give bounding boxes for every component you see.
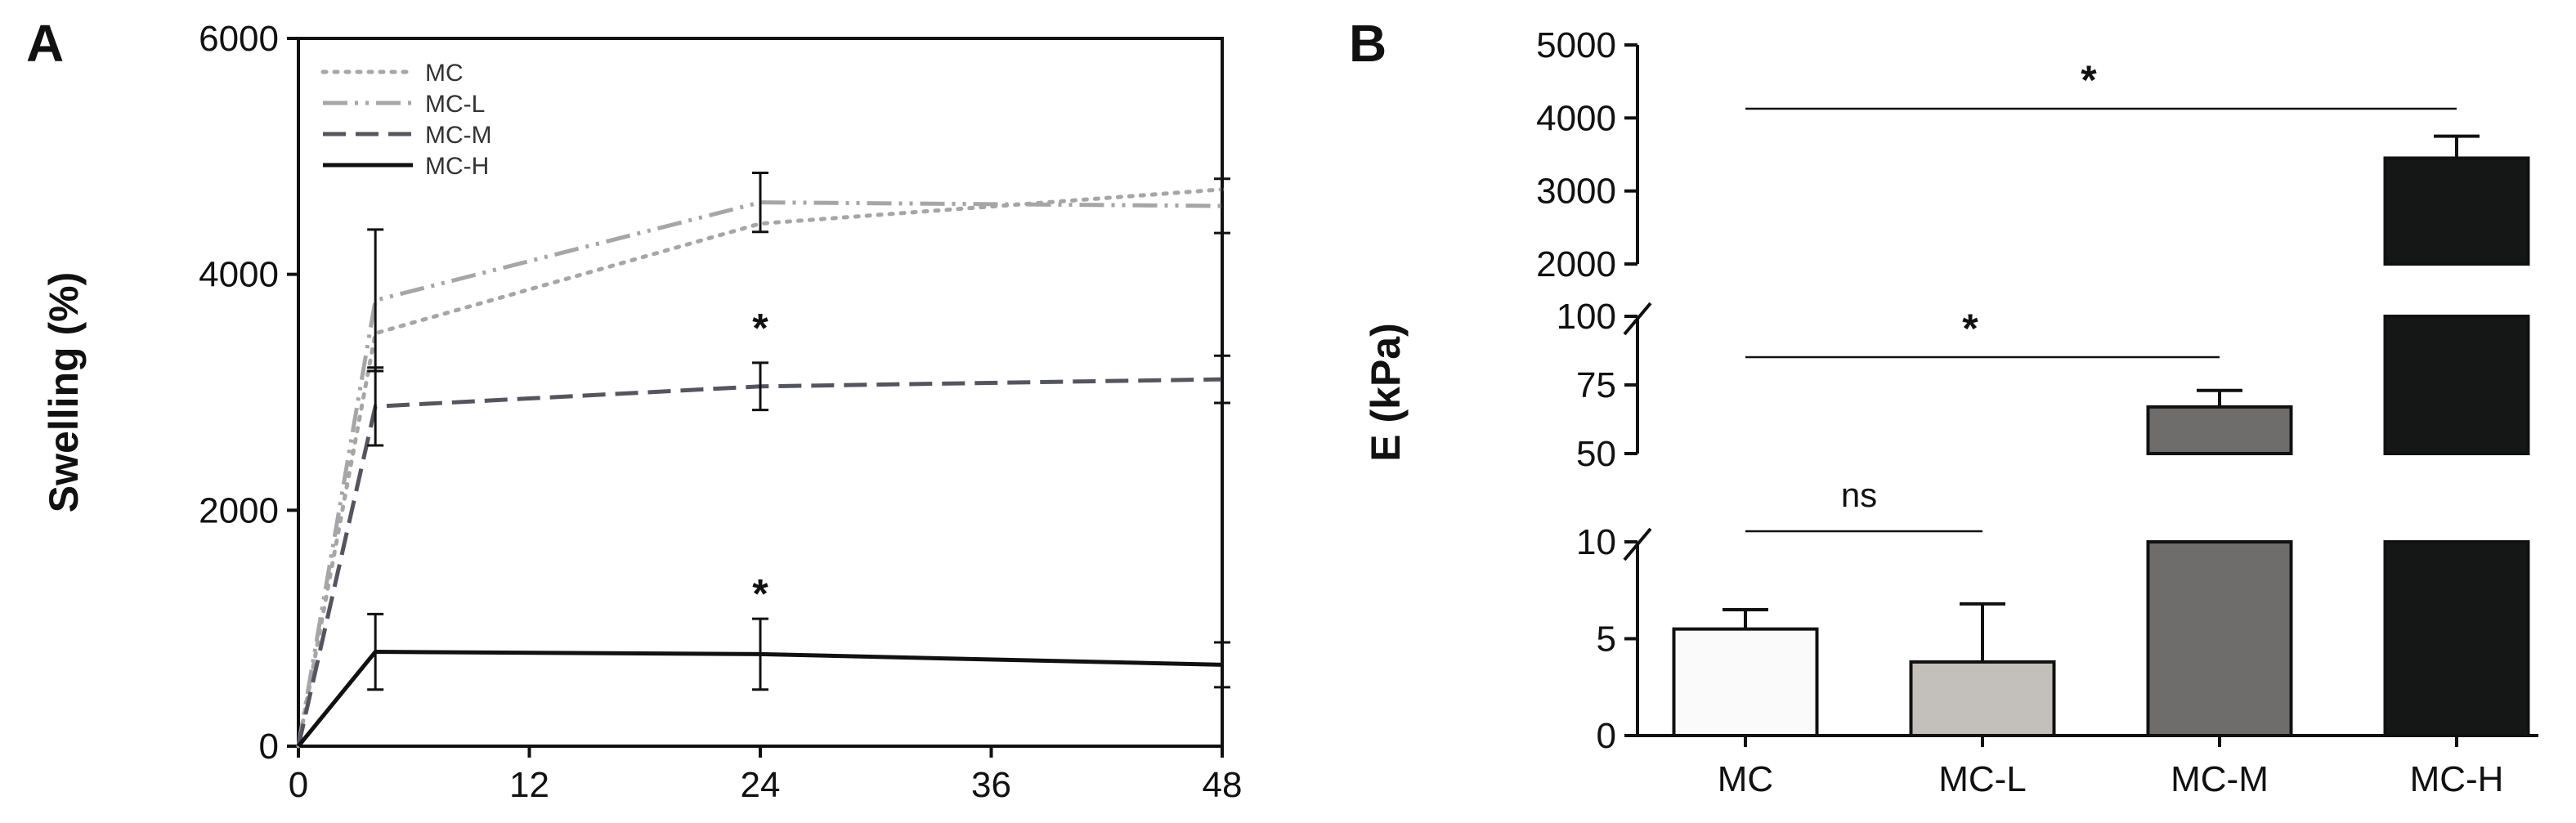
- significance-label: *: [2081, 57, 2097, 103]
- x-tick-label: MC-M: [2171, 759, 2269, 799]
- y-tick-label: 5000: [1536, 25, 1616, 65]
- y-tick-label: 4000: [1536, 98, 1616, 138]
- y-tick-label: 4000: [199, 255, 279, 295]
- series-line-mc: [296, 187, 1225, 749]
- bar-mc-m: [2146, 405, 2293, 456]
- significance-star: *: [752, 306, 768, 351]
- axis-break-mark: [1623, 302, 1652, 336]
- axis-break-mark: [1623, 527, 1652, 561]
- y-tick-label: 3000: [1536, 172, 1616, 212]
- panel-a-letter: A: [26, 14, 64, 73]
- bar-mc-h: [2383, 540, 2530, 737]
- x-tick-label: 0: [289, 765, 308, 805]
- series-line-mc-m: [296, 377, 1223, 747]
- y-tick-label: 50: [1576, 434, 1616, 474]
- legend-label-mc-m: MC-M: [425, 122, 492, 149]
- legend-label-mc: MC: [425, 60, 464, 87]
- significance-star: *: [752, 570, 768, 616]
- y-tick-label: 2000: [199, 490, 279, 530]
- y-tick-label: 100: [1557, 297, 1616, 337]
- bar-mc: [1672, 627, 1819, 738]
- bar-mc-h: [2383, 156, 2530, 266]
- y-axis-title: Swelling (%): [41, 272, 87, 512]
- x-tick-label: 24: [741, 765, 781, 805]
- y-tick-label: 10: [1576, 522, 1616, 562]
- panel-a-line-chart: 0 2000 4000 6000 0 12 24 36 48 Swelling (%) * * MC MC…: [41, 19, 1242, 805]
- x-tick-label: 12: [509, 765, 549, 805]
- y-axis-title: E (kPa): [1363, 323, 1409, 462]
- legend-label-mc-h: MC-H: [425, 153, 489, 180]
- significance-label: *: [1962, 306, 1978, 351]
- y-tick-label: 0: [259, 727, 279, 767]
- bar-mc-h: [2383, 315, 2530, 455]
- y-tick-label: 2000: [1536, 244, 1616, 284]
- y-tick-label: 5: [1597, 619, 1616, 660]
- x-tick-label: 48: [1203, 765, 1243, 805]
- significance-label: ns: [1841, 476, 1877, 514]
- bar-mc-m: [2146, 540, 2293, 737]
- x-tick-label: MC-H: [2410, 759, 2504, 799]
- x-tick-label: 36: [971, 765, 1011, 805]
- x-tick-label: MC: [1718, 759, 1773, 799]
- series-line-mc-h: [297, 650, 1223, 748]
- y-tick-label: 75: [1576, 365, 1616, 405]
- panel-b-bar-chart: 0 5 10 50 75 100 2000 3000 4000 5000 MC MC-L MC-M MC-…: [1363, 25, 2538, 799]
- bar-mc-l: [1909, 660, 2056, 737]
- series-line-mc-l: [296, 200, 1223, 747]
- panel-b-letter: B: [1349, 14, 1387, 73]
- y-tick-label: 0: [1597, 716, 1616, 756]
- legend-label-mc-l: MC-L: [425, 91, 485, 118]
- y-tick-label: 6000: [199, 19, 279, 59]
- x-tick-label: MC-L: [1938, 759, 2027, 799]
